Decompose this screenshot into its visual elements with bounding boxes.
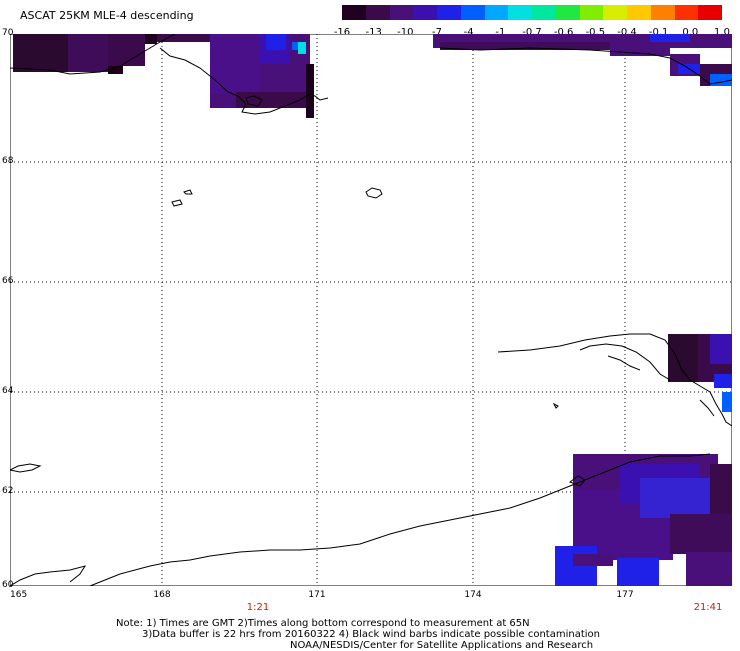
color-swatch xyxy=(532,5,556,20)
latitude-label: 60 xyxy=(2,580,14,590)
time-left: 1:21 xyxy=(246,602,270,613)
color-scale-label: 0.0 xyxy=(682,27,699,38)
color-swatch xyxy=(627,5,651,20)
color-swatch xyxy=(484,5,509,20)
color-swatch xyxy=(579,5,604,20)
color-swatch xyxy=(603,5,627,20)
longitude-label: 165 xyxy=(10,590,28,600)
color-swatch xyxy=(674,5,699,20)
color-scale-label: -1 xyxy=(495,27,506,38)
color-swatch xyxy=(365,5,390,20)
color-swatch xyxy=(460,5,485,20)
color-scale-label: -16 xyxy=(333,27,351,38)
latitude-label: 66 xyxy=(2,276,14,286)
color-swatch xyxy=(555,5,580,20)
color-swatch xyxy=(508,5,532,20)
color-swatch xyxy=(698,5,722,20)
color-scale-label: -0.7 xyxy=(522,27,542,38)
color-scale-label: -0.5 xyxy=(585,27,606,38)
color-scale-label: -0.6 xyxy=(553,27,574,38)
time-right: 21:41 xyxy=(693,602,723,613)
color-swatch xyxy=(413,5,437,20)
longitude-label: 171 xyxy=(308,590,326,600)
latitude-label: 64 xyxy=(2,386,14,396)
latitude-label: 70 xyxy=(2,28,14,38)
color-scale-label: -4 xyxy=(463,27,474,38)
color-scale-label: -0.4 xyxy=(617,27,637,38)
latitude-label: 62 xyxy=(2,486,14,496)
color-scale-label: -7 xyxy=(432,27,442,38)
color-swatch xyxy=(650,5,675,20)
color-scale-label: -10 xyxy=(397,27,414,38)
color-scale-label: -0.1 xyxy=(648,27,669,38)
map-plot xyxy=(10,34,732,586)
color-scale-bar xyxy=(342,5,722,20)
color-swatch xyxy=(389,5,414,20)
color-scale-label: -13 xyxy=(365,27,382,38)
color-scale-label: 1.0 xyxy=(714,27,730,38)
latitude-label: 68 xyxy=(2,156,14,166)
note-line-1: Note: 1) Times are GMT 2)Times along bot… xyxy=(116,618,530,629)
map-title: ASCAT 25KM MLE-4 descending xyxy=(20,9,194,22)
longitude-label: 177 xyxy=(616,590,634,600)
coastlines xyxy=(10,34,732,586)
color-swatch xyxy=(437,5,461,20)
color-swatch xyxy=(342,5,366,20)
longitude-label: 174 xyxy=(464,590,482,600)
longitude-label: 168 xyxy=(153,590,171,600)
note-line-2: 3)Data buffer is 22 hrs from 20160322 4)… xyxy=(142,629,600,640)
note-line-3: NOAA/NESDIS/Center for Satellite Applica… xyxy=(290,640,594,651)
